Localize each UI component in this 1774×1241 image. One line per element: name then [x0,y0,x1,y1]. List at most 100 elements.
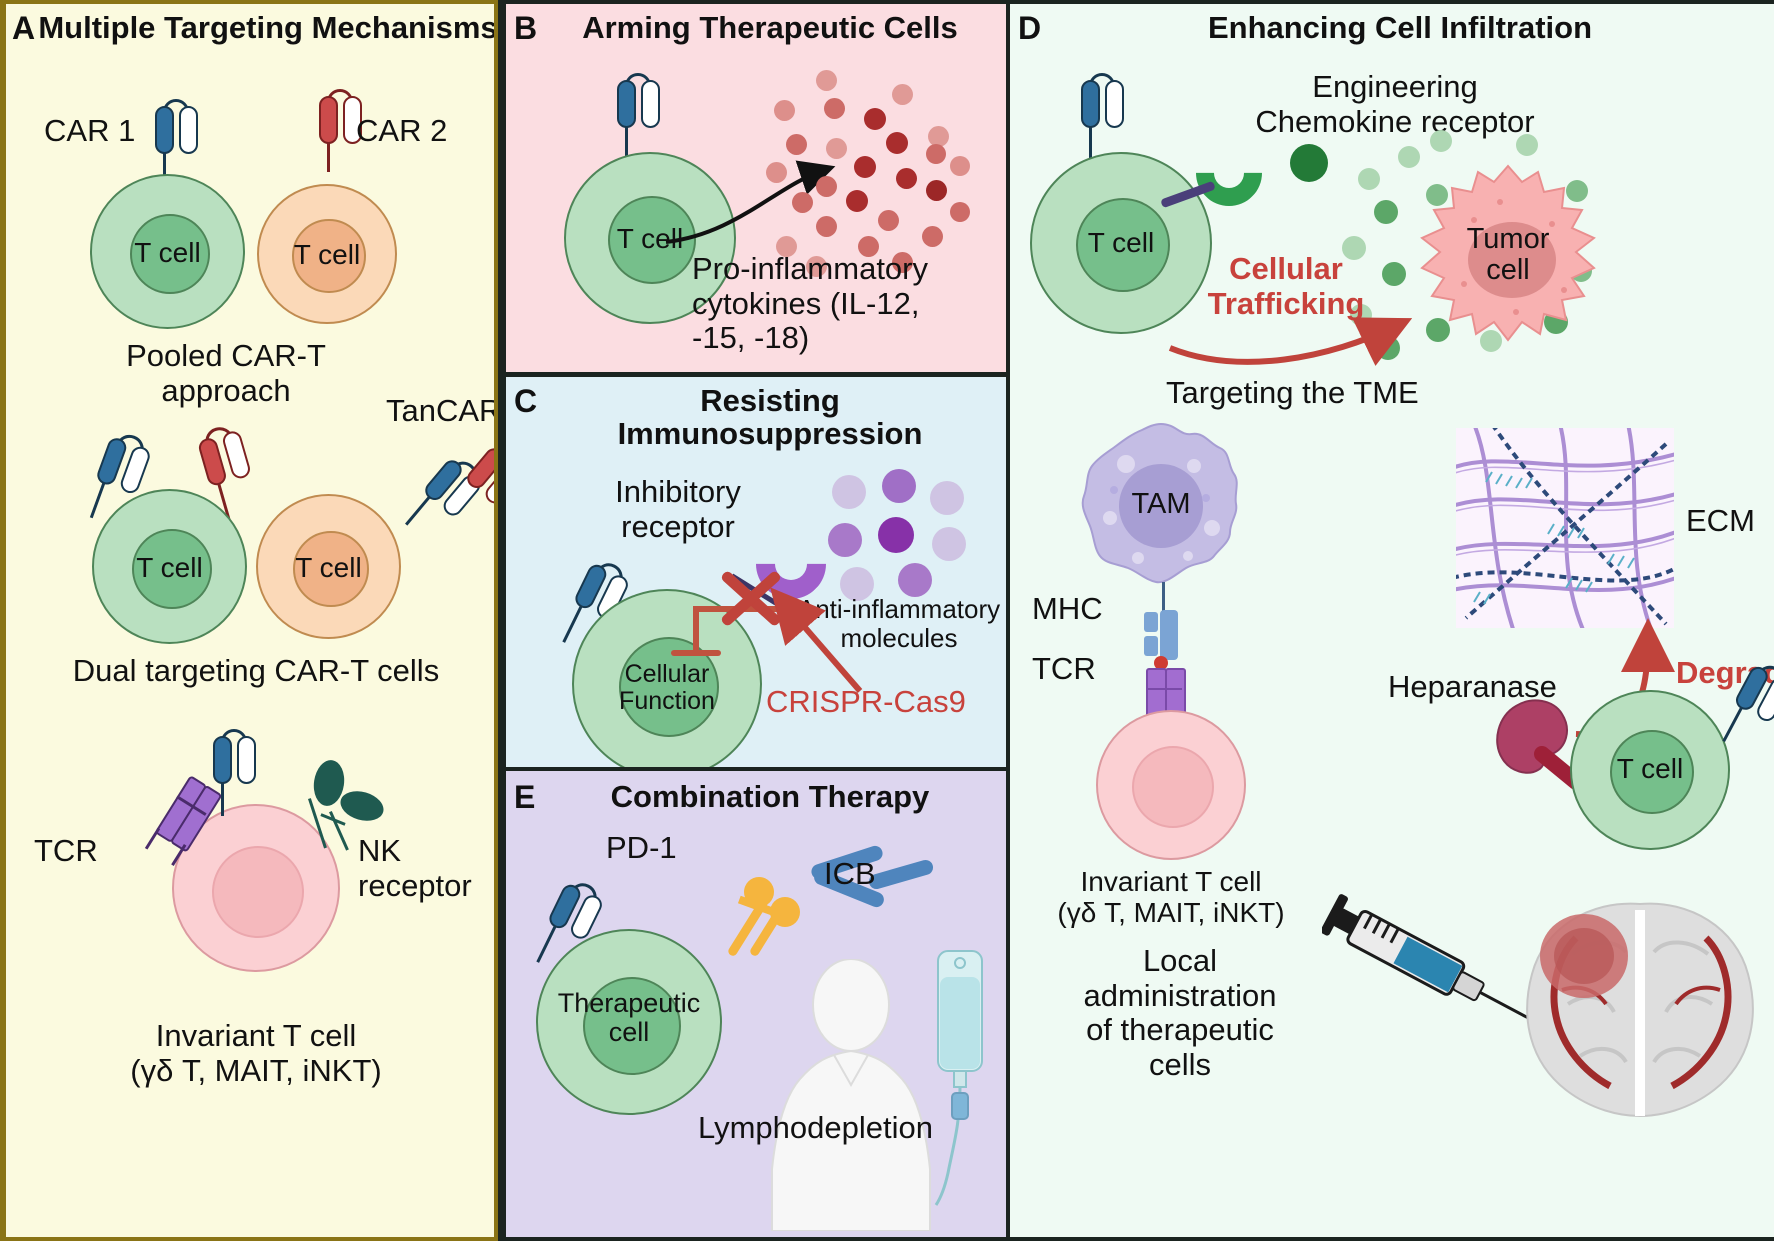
panel-e: E Combination Therapy PD-1 ICB [506,771,1006,1237]
antiinflam-line-2: molecules [840,623,958,654]
antiinflam-line-1: Anti-inflammatory [797,594,1001,624]
panel-b-title: Arming Therapeutic Cells [582,10,958,45]
inhibitory-line-1: Inhibitory [615,474,741,509]
therapeutic-line-2: cell [608,1016,650,1047]
cytokines-line-3: -15, -18) [692,320,810,356]
panel-d: D Enhancing Cell Infiltration Engineerin… [1010,4,1774,1237]
icb-label: ICB [824,856,876,891]
nk-receptor-label: NK receptor [358,833,472,903]
syringe-icon [1320,892,1582,1072]
therapeutic-line-1: Therapeutic [557,988,701,1018]
engineering-chemokine-label: Engineering Chemokine receptor [1160,69,1630,139]
panel-d-letter: D [1018,10,1042,46]
panel-b-letter: B [514,10,538,46]
tumor-line-1: Tumor [1466,223,1550,255]
panel-c-title-line-1: Resisting [700,383,840,418]
local-line-4: cells [1148,1047,1211,1083]
tcell-dual-green: T cell [92,489,247,644]
panel-c-title-line-2: Immunosuppression [617,415,923,451]
chemokine-receptor-icon [1182,126,1276,220]
car-receptor-icon-b [606,66,666,160]
cytokines-line-1: Pro-inflammatory [692,251,928,286]
car-receptor-icon-d [1070,66,1130,160]
car-receptor-icon-c [545,543,645,659]
invariant-tcell-d [1096,710,1246,860]
panel-c: C Resisting Immunosuppression Inhibitory… [506,377,1006,767]
trafficking-line-1: Cellular [1229,251,1343,286]
cellular-line-1: Cellular [624,660,710,688]
patient-silhouette-icon [756,958,946,1232]
cellular-trafficking-label: Cellular Trafficking [1176,251,1396,321]
car2-receptor-icon [308,82,368,172]
engineering-line-1: Engineering [1312,69,1478,104]
tumor-cell: Tumor cell [1412,162,1604,352]
cytokine-secretion-arrow [665,160,836,244]
tcell-label: T cell [1087,227,1155,258]
local-administration-label: Local administration of therapeutic cell… [1030,943,1330,1083]
tcell-label: T cell [134,237,201,268]
invariant-d-line-1: Invariant T cell [1080,866,1262,897]
tcell-b: T cell [564,152,736,324]
cytokines-label: Pro-inflammatory cytokines (IL-12, -15, … [692,251,1002,356]
heparanase-label: Heparanase [1388,669,1557,704]
tcr-label: TCR [34,833,98,868]
car2-label: CAR 2 [356,113,448,148]
tcell-label: T cell [1616,753,1684,784]
mhc-tcr-complex-icon [1130,582,1200,718]
car1-receptor-icon [144,92,204,178]
pooled-line-1: Pooled CAR-T [126,338,326,373]
panel-e-letter: E [514,779,536,815]
trafficking-line-2: Trafficking [1207,285,1365,321]
ecm-mesh [1451,422,1677,633]
panel-a-title: Multiple Targeting Mechanisms [38,10,498,45]
panel-c-title: Resisting Immunosuppression [542,383,998,451]
invariant-line-1: Invariant T cell [155,1018,357,1053]
pooled-line-2: approach [161,372,291,408]
tumor-line-2: cell [1486,254,1530,287]
panel-e-title: Combination Therapy [610,779,930,814]
cellular-function-label: Cellular Function [574,661,760,714]
crispr-label: CRISPR-Cas9 [766,684,966,719]
trafficking-arrow [1168,317,1413,366]
car-receptor-icon-e [519,863,619,979]
invariant-line-2: (γδ T, MAIT, iNKT) [130,1052,382,1088]
tcell-dual-orange: T cell [256,494,401,639]
inhibitory-line-2: receptor [621,508,735,544]
cytokines-line-2: cytokines (IL-12, [692,285,920,321]
local-line-3: of therapeutic [1086,1012,1274,1048]
tcell-car1: T cell [90,174,245,329]
car-red-tilted-icon [180,410,275,525]
lymphodepletion-label: Lymphodepletion [698,1110,933,1145]
local-line-1: Local [1142,943,1218,978]
car1-label: CAR 1 [44,113,136,148]
panel-b: B Arming Therapeutic Cells T cell [506,4,1006,372]
tcr-label-d: TCR [1032,651,1096,686]
cellular-line-2: Function [619,686,715,715]
invariant-tcell-label-d: Invariant T cell (γδ T, MAIT, iNKT) [1026,866,1316,929]
tam-cell: TAM [1076,422,1246,588]
tcell-d2: T cell [1570,690,1730,850]
tam-label: TAM [1131,488,1191,520]
tancar-label: TanCAR [386,393,498,428]
panel-c-letter: C [514,383,538,419]
inhibitory-receptor-label: Inhibitory receptor [568,474,788,544]
pd1-label: PD-1 [606,830,677,865]
engineering-line-2: Chemokine receptor [1255,103,1535,139]
tcell-car2: T cell [257,184,397,324]
iv-bag-icon [930,947,994,1207]
panel-d-title: Enhancing Cell Infiltration [1207,10,1593,45]
tcell-label: T cell [295,552,362,583]
invariant-tcell-label: Invariant T cell (γδ T, MAIT, iNKT) [26,1018,486,1088]
targeting-tme-label: Targeting the TME [1166,375,1419,410]
brain-icon [1510,894,1770,1124]
crispr-arrow [770,587,863,693]
panel-a-letter: A [12,10,36,46]
ecm-label: ECM [1686,503,1755,538]
invariant-d-line-2: (γδ T, MAIT, iNKT) [1057,897,1285,929]
dual-targeting-label: Dual targeting CAR-T cells [72,653,440,688]
tcell-label: T cell [616,223,684,254]
invariant-tcell [172,804,340,972]
tcell-label: T cell [136,552,203,583]
pooled-car-t-label: Pooled CAR-T approach [66,338,386,408]
